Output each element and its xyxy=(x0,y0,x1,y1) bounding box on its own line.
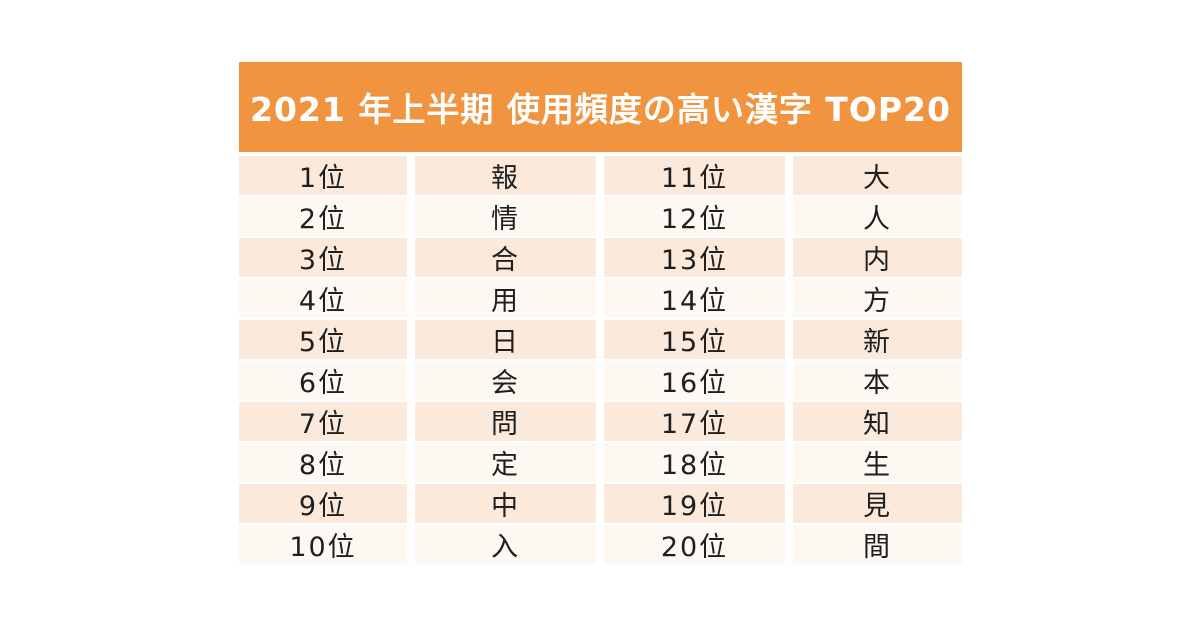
rank-cell: 20位 xyxy=(604,525,785,564)
kanji-cell: 合 xyxy=(415,238,596,277)
rank-cell: 3位 xyxy=(239,238,407,277)
kanji-cell: 定 xyxy=(415,443,596,482)
table-row: 9位 中 19位 見 xyxy=(239,484,962,523)
rank-cell: 7位 xyxy=(239,402,407,441)
rank-cell: 12位 xyxy=(604,197,785,236)
kanji-cell: 人 xyxy=(793,197,962,236)
kanji-cell: 用 xyxy=(415,279,596,318)
table-title: 2021 年上半期 使用頻度の高い漢字 TOP20 xyxy=(250,90,951,129)
kanji-cell: 間 xyxy=(793,525,962,564)
rank-cell: 6位 xyxy=(239,361,407,400)
kanji-cell: 内 xyxy=(793,238,962,277)
table-row: 10位 入 20位 間 xyxy=(239,525,962,564)
table-row: 7位 問 17位 知 xyxy=(239,402,962,441)
rank-cell: 2位 xyxy=(239,197,407,236)
rank-cell: 1位 xyxy=(239,156,407,195)
kanji-ranking-table: 2021 年上半期 使用頻度の高い漢字 TOP20 1位 報 11位 大 2位 … xyxy=(239,62,962,564)
table-row: 5位 日 15位 新 xyxy=(239,320,962,359)
rank-cell: 8位 xyxy=(239,443,407,482)
kanji-cell: 報 xyxy=(415,156,596,195)
kanji-cell: 見 xyxy=(793,484,962,523)
kanji-cell: 本 xyxy=(793,361,962,400)
table-row: 2位 情 12位 人 xyxy=(239,197,962,236)
table-row: 8位 定 18位 生 xyxy=(239,443,962,482)
table-rows: 1位 報 11位 大 2位 情 12位 人 3位 合 13位 内 4位 用 14… xyxy=(239,156,962,564)
rank-cell: 4位 xyxy=(239,279,407,318)
kanji-cell: 知 xyxy=(793,402,962,441)
rank-cell: 9位 xyxy=(239,484,407,523)
kanji-cell: 方 xyxy=(793,279,962,318)
rank-cell: 5位 xyxy=(239,320,407,359)
kanji-cell: 生 xyxy=(793,443,962,482)
kanji-cell: 問 xyxy=(415,402,596,441)
table-row: 4位 用 14位 方 xyxy=(239,279,962,318)
kanji-cell: 日 xyxy=(415,320,596,359)
rank-cell: 10位 xyxy=(239,525,407,564)
table-row: 6位 会 16位 本 xyxy=(239,361,962,400)
rank-cell: 17位 xyxy=(604,402,785,441)
rank-cell: 15位 xyxy=(604,320,785,359)
table-row: 3位 合 13位 内 xyxy=(239,238,962,277)
rank-cell: 14位 xyxy=(604,279,785,318)
kanji-cell: 中 xyxy=(415,484,596,523)
kanji-cell: 入 xyxy=(415,525,596,564)
kanji-cell: 情 xyxy=(415,197,596,236)
rank-cell: 13位 xyxy=(604,238,785,277)
table-row: 1位 報 11位 大 xyxy=(239,156,962,195)
kanji-cell: 大 xyxy=(793,156,962,195)
rank-cell: 18位 xyxy=(604,443,785,482)
table-title-bar: 2021 年上半期 使用頻度の高い漢字 TOP20 xyxy=(239,62,962,152)
rank-cell: 11位 xyxy=(604,156,785,195)
rank-cell: 16位 xyxy=(604,361,785,400)
rank-cell: 19位 xyxy=(604,484,785,523)
kanji-cell: 新 xyxy=(793,320,962,359)
kanji-cell: 会 xyxy=(415,361,596,400)
